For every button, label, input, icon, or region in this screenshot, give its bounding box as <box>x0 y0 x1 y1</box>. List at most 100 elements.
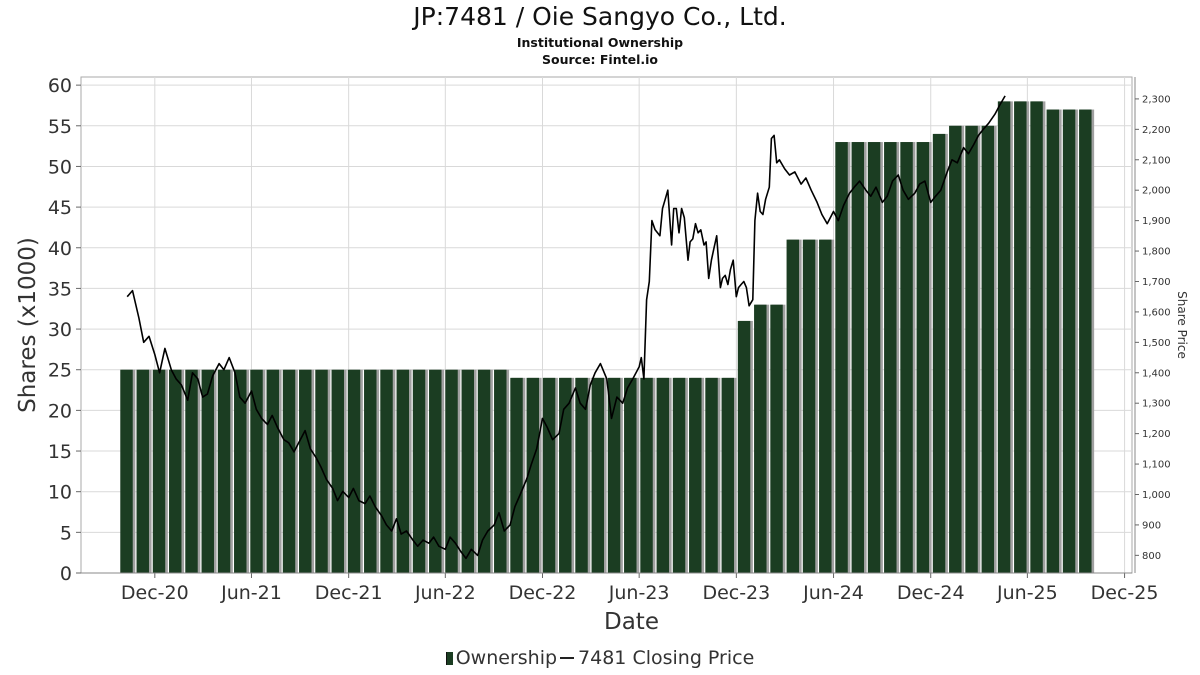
ownership-bar <box>347 369 361 573</box>
ownership-bar <box>201 369 214 573</box>
y2-tick-label: 900 <box>1142 520 1161 531</box>
ownership-bar <box>997 101 1011 574</box>
ownership-bar <box>1014 101 1027 574</box>
ownership-bar <box>331 369 344 573</box>
y-tick-label: 35 <box>48 278 72 300</box>
legend-price-label: 7481 Closing Price <box>578 647 755 669</box>
chart-source: Source: Fintel.io <box>542 52 658 67</box>
ownership-bar <box>689 377 702 573</box>
ownership-bar <box>494 369 507 573</box>
ownership-bar <box>640 377 653 573</box>
ownership-bar <box>477 369 491 573</box>
legend-price-swatch <box>560 657 575 659</box>
x-tick-label: Jun-24 <box>802 582 864 604</box>
ownership-bar <box>867 142 881 573</box>
ownership-bar <box>250 369 263 573</box>
ownership-bar <box>786 239 800 573</box>
ownership-bars <box>120 101 1095 574</box>
ownership-bar <box>624 377 637 573</box>
ownership-bar <box>396 369 409 573</box>
y-tick-label: 50 <box>48 156 72 178</box>
y2-axis-title: Share Price <box>1175 291 1189 359</box>
ownership-bar <box>965 125 978 573</box>
ownership-bar <box>770 304 783 573</box>
y-tick-label: 45 <box>48 197 72 219</box>
y2-tick-label: 2,300 <box>1142 94 1171 105</box>
ownership-bar <box>851 142 865 573</box>
x-tick-label: Dec-24 <box>897 582 965 604</box>
ownership-bar <box>299 369 312 573</box>
ownership-bar <box>282 369 296 573</box>
ownership-bar <box>607 377 621 573</box>
ownership-bar <box>169 369 182 573</box>
y-tick-label: 60 <box>48 75 72 97</box>
x-tick-label: Dec-20 <box>121 582 189 604</box>
ownership-bar <box>412 369 426 573</box>
y-tick-label: 25 <box>48 360 72 382</box>
y2-tick-label: 2,200 <box>1142 125 1171 136</box>
ownership-bar <box>835 142 848 573</box>
ownership-bar <box>559 377 572 573</box>
ownership-bar <box>461 369 474 573</box>
x-tick-label: Dec-22 <box>509 582 577 604</box>
y2-tick-label: 1,900 <box>1142 216 1171 227</box>
y2-tick-label: 1,100 <box>1142 460 1171 471</box>
ownership-bar <box>819 239 832 573</box>
price-line-path <box>126 95 1006 560</box>
ownership-bar <box>120 369 133 573</box>
y2-tick-label: 1,700 <box>1142 277 1171 288</box>
y2-tick-label: 1,500 <box>1142 338 1171 349</box>
ownership-bar <box>380 369 393 573</box>
ownership-bar <box>1079 109 1092 573</box>
ownership-bar <box>1062 109 1076 573</box>
y-axis-title: Shares (x1000) <box>15 237 41 413</box>
x-tick-label: Dec-25 <box>1091 582 1159 604</box>
y-tick-label: 10 <box>48 482 72 504</box>
ownership-bar <box>364 369 377 573</box>
y-tick-label: 40 <box>48 238 72 260</box>
y2-tick-label: 1,600 <box>1142 307 1171 318</box>
x-tick-label: Dec-21 <box>315 582 383 604</box>
legend-ownership-label: Ownership <box>455 647 558 669</box>
axes: 0 5 10 15 20 25 30 35 40 45 50 55 60 Dec-20 Jun-21 Dec-… <box>15 75 1189 635</box>
ownership-bar <box>1030 101 1043 574</box>
x-tick-label: Jun-23 <box>608 582 670 604</box>
ownership-bar <box>981 125 995 573</box>
ownership-bar <box>542 377 556 573</box>
ownership-bar <box>429 369 442 573</box>
ownership-bar <box>266 369 279 573</box>
ownership-bar <box>949 125 962 573</box>
y2-tick-label: 1,300 <box>1142 399 1171 410</box>
ownership-bar <box>754 304 767 573</box>
ownership-bar <box>737 320 751 573</box>
y2-tick-label: 2,000 <box>1142 186 1171 197</box>
price-line <box>126 95 1006 560</box>
y2-tick-label: 1,800 <box>1142 247 1171 258</box>
x-tick-label: Dec-23 <box>702 582 770 604</box>
ownership-bar <box>315 369 328 573</box>
ownership-bar <box>672 377 686 573</box>
x-tick-label: Jun-25 <box>996 582 1058 604</box>
ownership-bar <box>575 377 588 573</box>
y-tick-label: 5 <box>60 522 72 544</box>
ownership-bar <box>802 239 816 573</box>
legend: Ownership 7481 Closing Price <box>0 647 1200 669</box>
ownership-bar <box>526 377 540 573</box>
chart-canvas: 0 5 10 15 20 25 30 35 40 45 50 55 60 Dec-20 Jun-21 Dec-… <box>15 75 1189 635</box>
ownership-bar <box>445 369 458 573</box>
ownership-bar <box>591 377 605 573</box>
chart-title: JP:7481 / Oie Sangyo Co., Ltd. <box>413 2 787 31</box>
chart-subtitle: Institutional Ownership <box>516 35 684 50</box>
x-axis-title: Date <box>604 609 659 635</box>
ownership-bar <box>185 369 198 573</box>
y-tick-label: 20 <box>48 400 72 422</box>
y-tick-label: 15 <box>48 441 72 463</box>
ownership-bar <box>884 142 897 573</box>
ownership-bar <box>705 377 718 573</box>
y-tick-label: 30 <box>48 319 72 341</box>
ownership-bar <box>721 377 735 573</box>
ownership-bar <box>217 369 231 573</box>
ownership-bar <box>234 369 247 573</box>
x-tick-label: Jun-22 <box>414 582 476 604</box>
ownership-bar <box>916 142 930 573</box>
